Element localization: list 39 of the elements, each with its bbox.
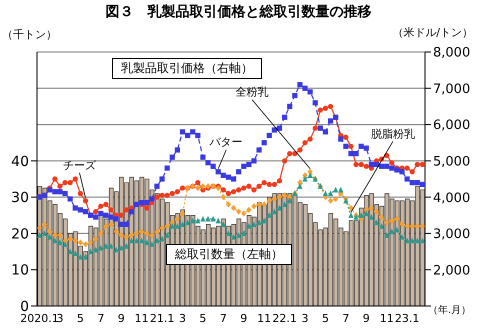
y2-tick-label: 3,000 xyxy=(433,227,470,242)
y2-axis-title: （米ドル/トン） xyxy=(392,25,473,40)
x-axis-title: （年.月） xyxy=(428,304,472,317)
text: 脱脂粉乳 xyxy=(370,127,415,140)
text: 全粉乳 xyxy=(236,86,269,99)
y2-tick-label: 5,000 xyxy=(433,154,470,170)
x-tick-label: 7 xyxy=(220,312,227,325)
y2-tick-label: 4,000 xyxy=(433,190,470,206)
x-tick-label: 9 xyxy=(118,312,125,325)
x-tick-label: 21.1 xyxy=(150,312,174,325)
x-tick-label: 5 xyxy=(76,312,84,325)
x-tick-label: 3 xyxy=(179,312,186,325)
x-tick-label: 3 xyxy=(56,312,64,325)
x-tick-label: 5 xyxy=(322,312,329,325)
y-tick-label: 20 xyxy=(11,226,29,242)
annotation: 乳製品取引価格（右軸） xyxy=(112,58,262,79)
x-tick-label: 11 xyxy=(380,312,394,325)
y2-tick-label: 8,000 xyxy=(433,46,470,61)
x-tick-label: 5 xyxy=(199,312,206,325)
y2-tick-label: 6,000 xyxy=(433,118,470,134)
y-tick-label: 30 xyxy=(11,190,29,206)
x-tick-label: 11 xyxy=(134,312,149,325)
x-tick-label: 9 xyxy=(240,312,248,325)
x-tick-label: 9 xyxy=(362,312,370,325)
x-tick-label: 3 xyxy=(302,312,309,325)
y2-tick-label: 7,000 xyxy=(433,82,470,97)
series-label: バター xyxy=(208,136,243,149)
x-tick-label: 22.1 xyxy=(272,312,297,325)
series-label: 総取引数量（左軸） xyxy=(166,244,292,265)
x-tick-label: 23.1 xyxy=(394,312,420,325)
x-tick-label: 7 xyxy=(97,312,104,325)
series-label: チーズ xyxy=(63,158,97,172)
y2-tick-label: 2,000 xyxy=(433,263,470,278)
x-tick-label: 11 xyxy=(257,312,272,325)
y-axis-title: （千トン） xyxy=(2,27,57,42)
y-tick-label: 10 xyxy=(11,262,29,279)
y-tick-label: 40 xyxy=(11,154,29,170)
chart-title: 図３ 乳製品取引価格と総取引数量の推移 xyxy=(104,3,372,21)
x-tick-label: 7 xyxy=(342,312,350,325)
